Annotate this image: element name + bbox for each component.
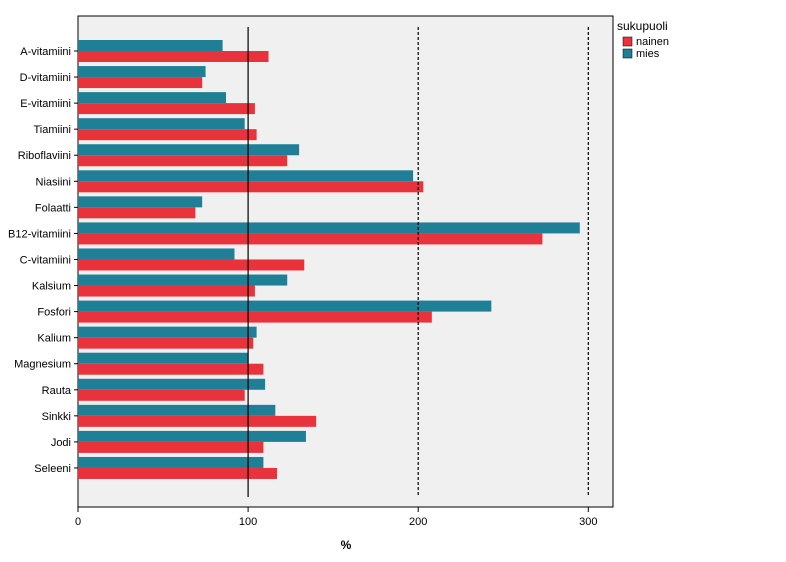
bar-nainen-e-vitamiini <box>78 103 255 115</box>
bar-nainen-riboflaviini <box>78 155 288 167</box>
bar-mies-jodi <box>78 430 306 442</box>
bar-nainen-sinkki <box>78 415 317 427</box>
y-tick-label: C-vitamiini <box>20 254 71 266</box>
y-tick-label: Magnesium <box>14 359 71 371</box>
x-tick-label: 0 <box>75 516 81 528</box>
bar-nainen-kalium <box>78 337 254 349</box>
legend-title: sukupuoli <box>617 19 668 33</box>
y-tick-label: Riboflaviini <box>18 150 71 162</box>
bar-nainen-magnesium <box>78 363 264 375</box>
y-tick-label: Folaatti <box>35 202 71 214</box>
bar-mies-a-vitamiini <box>78 40 223 51</box>
legend-swatch-mies <box>622 48 633 59</box>
bar-nainen-d-vitamiini <box>78 77 203 89</box>
legend-label-nainen: nainen <box>636 36 669 48</box>
bar-mies-seleeni <box>78 456 264 468</box>
bars-group <box>78 40 580 479</box>
y-tick-label: B12-vitamiini <box>8 228 71 240</box>
y-tick-label: Sinkki <box>42 411 71 423</box>
bar-nainen-c-vitamiini <box>78 259 305 271</box>
y-tick-label: Jodi <box>51 437 71 449</box>
x-axis-label: % <box>341 538 352 552</box>
y-tick-label: Niasiini <box>36 176 71 188</box>
reference-lines <box>247 27 589 497</box>
y-tick-label: A-vitamiini <box>20 46 71 58</box>
bar-mies-kalium <box>78 326 257 338</box>
legend-swatch-nainen <box>622 36 633 47</box>
x-tick-label: 200 <box>409 516 427 528</box>
bar-nainen-rauta <box>78 389 245 401</box>
bar-nainen-tiamiini <box>78 129 257 141</box>
x-tick-label: 300 <box>579 516 597 528</box>
x-axis: 0 100 200 300 <box>75 507 597 528</box>
bar-nainen-b12-vitamiini <box>78 233 543 245</box>
bar-mies-folaatti <box>78 196 203 208</box>
bar-nainen-fosfori <box>78 311 432 323</box>
bar-nainen-folaatti <box>78 207 196 219</box>
bar-mies-sinkki <box>78 404 276 416</box>
bar-nainen-seleeni <box>78 467 278 479</box>
bar-nainen-kalsium <box>78 285 255 297</box>
legend-label-mies: mies <box>636 48 660 60</box>
y-tick-label: Rauta <box>42 385 72 397</box>
x-tick-label: 100 <box>239 516 257 528</box>
y-tick-label: Kalium <box>37 333 71 345</box>
bar-mies-niasiini <box>78 170 414 182</box>
y-tick-label: Tiamiini <box>34 124 72 136</box>
bar-nainen-niasiini <box>78 181 424 193</box>
bar-mies-magnesium <box>78 352 249 364</box>
bar-mies-rauta <box>78 378 266 390</box>
y-tick-label: E-vitamiini <box>20 98 71 110</box>
bar-mies-fosfori <box>78 300 492 312</box>
y-tick-label: Seleeni <box>34 463 71 475</box>
bar-mies-kalsium <box>78 274 288 286</box>
y-tick-label: Fosfori <box>37 307 71 319</box>
bar-mies-riboflaviini <box>78 144 300 156</box>
bar-mies-d-vitamiini <box>78 66 206 78</box>
y-tick-label: Kalsium <box>32 281 71 293</box>
bar-nainen-a-vitamiini <box>78 51 269 62</box>
bar-mies-tiamiini <box>78 118 245 130</box>
bar-mies-c-vitamiini <box>78 248 235 260</box>
y-tick-label: D-vitamiini <box>20 72 71 84</box>
bar-nainen-jodi <box>78 441 264 453</box>
bar-mies-b12-vitamiini <box>78 222 580 234</box>
y-axis: A-vitamiini D-vitamiini E-vitamiini Tiamiin… <box>8 46 78 475</box>
bar-mies-e-vitamiini <box>78 92 226 104</box>
